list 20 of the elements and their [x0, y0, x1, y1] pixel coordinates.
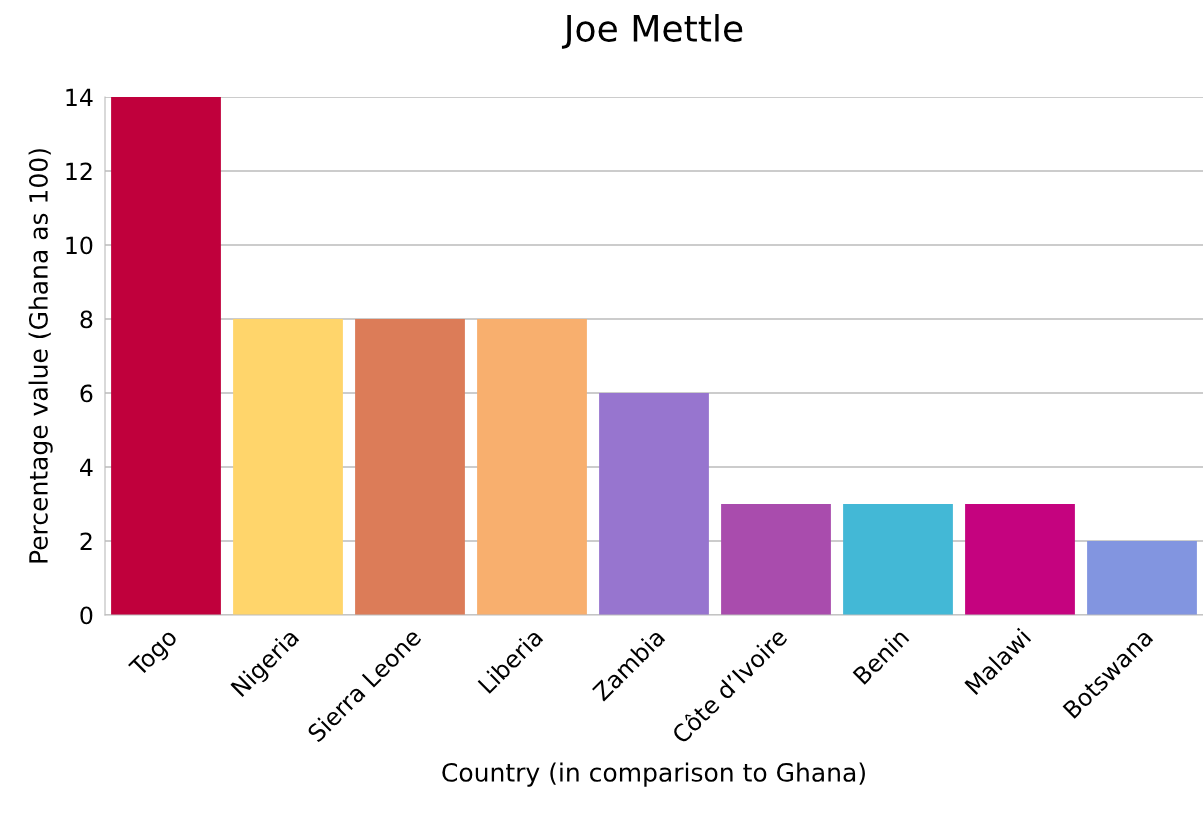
y-axis-title: Percentage value (Ghana as 100)	[28, 149, 53, 563]
chart-title: Joe Mettle	[561, 14, 743, 49]
y-tick-label: 4	[80, 458, 93, 476]
x-axis-title: Country (in comparison to Ghana)	[442, 762, 865, 787]
y-tick-label: 8	[80, 310, 93, 329]
bar	[599, 393, 709, 615]
y-tick-label: 0	[80, 606, 93, 625]
bar	[111, 97, 221, 615]
y-tick-label: 6	[80, 384, 93, 403]
bar	[721, 504, 831, 615]
bar	[1087, 541, 1197, 615]
bar	[233, 319, 343, 615]
y-tick-label: 14	[66, 88, 93, 106]
bar	[355, 319, 465, 615]
bar	[477, 319, 587, 615]
y-tick-label: 2	[80, 532, 92, 550]
y-tick-label: 10	[66, 236, 93, 255]
bar	[965, 504, 1075, 615]
y-tick-label: 12	[66, 162, 92, 180]
bar	[843, 504, 953, 615]
